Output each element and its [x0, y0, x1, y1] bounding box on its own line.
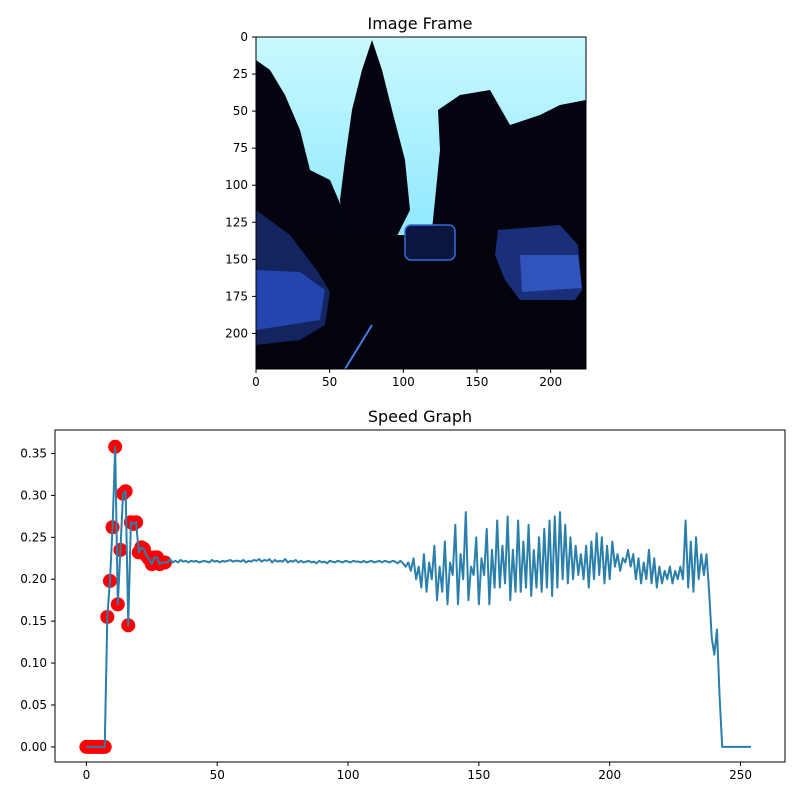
speed-y-tick-label: 0.10	[20, 656, 47, 670]
image-x-axis: 0 50 100 150 200	[252, 369, 562, 389]
speed-x-tick-label: 200	[598, 768, 621, 782]
speed-y-tick-label: 0.25	[20, 530, 47, 544]
image-x-tick-label: 50	[322, 375, 337, 389]
speed-y-tick-label: 0.30	[20, 488, 47, 502]
speed-x-tick-label: 150	[467, 768, 490, 782]
speed-y-tick-label: 0.15	[20, 614, 47, 628]
image-frame-title: Image Frame	[367, 14, 472, 33]
speed-y-tick-label: 0.05	[20, 698, 47, 712]
image-x-tick-label: 0	[252, 375, 260, 389]
image-y-tick-label: 50	[233, 104, 248, 118]
speed-x-tick-label: 250	[729, 768, 752, 782]
image-y-tick-label: 75	[233, 141, 248, 155]
image-y-tick-label: 25	[233, 67, 248, 81]
image-y-tick-label: 150	[225, 252, 248, 266]
image-y-tick-label: 125	[225, 215, 248, 229]
image-y-tick-label: 200	[225, 326, 248, 340]
speed-y-axis: 0.00 0.05 0.10 0.15 0.20 0.25 0.30 0.35	[20, 446, 55, 754]
speed-y-tick-label: 0.20	[20, 572, 47, 586]
speed-x-tick-label: 0	[83, 768, 91, 782]
image-x-tick-label: 150	[466, 375, 489, 389]
speed-x-tick-label: 100	[337, 768, 360, 782]
image-x-tick-label: 200	[539, 375, 562, 389]
image-frame-border	[255, 36, 587, 370]
image-y-tick-label: 100	[225, 178, 248, 192]
image-y-tick-label: 0	[240, 30, 248, 44]
speed-line	[86, 445, 751, 748]
image-x-tick-label: 100	[392, 375, 415, 389]
speed-y-tick-label: 0.35	[20, 446, 47, 460]
speed-plot-area	[54, 429, 786, 763]
speed-series	[86, 445, 751, 748]
image-y-axis: 0 25 50 75 100 125 150 175 200	[225, 30, 256, 340]
speed-y-tick-label: 0.00	[20, 740, 47, 754]
image-y-tick-label: 175	[225, 289, 248, 303]
speed-x-tick-label: 50	[210, 768, 225, 782]
speed-x-axis: 0 50 100 150 200 250	[83, 762, 752, 782]
speed-graph-title: Speed Graph	[368, 407, 472, 426]
image-frame-photo	[256, 37, 586, 369]
